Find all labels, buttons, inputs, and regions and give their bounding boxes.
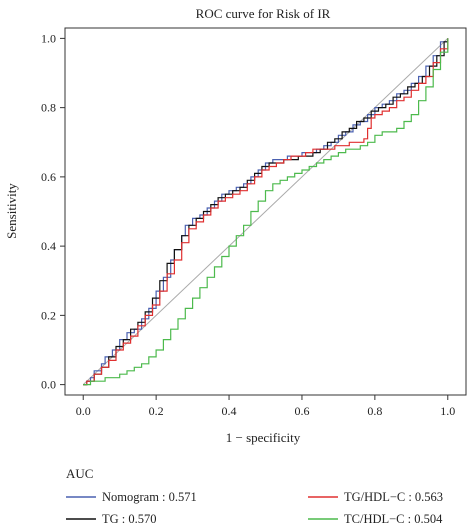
- x-axis: 0.0 0.2 0.4 0.6 0.8 1.0: [76, 395, 455, 418]
- y-tick-label-1: 0.2: [41, 308, 56, 322]
- x-tick-label-4: 0.8: [367, 404, 382, 418]
- legend-label-0: Nomogram : 0.571: [102, 490, 197, 504]
- x-axis-title: 1 − specificity: [226, 430, 301, 445]
- reference-diagonal: [82, 38, 449, 385]
- plot-area: [64, 27, 467, 396]
- y-tick-label-3: 0.6: [41, 170, 56, 184]
- legend-label-3: TC/HDL−C : 0.504: [344, 512, 443, 526]
- series-line-3: [83, 38, 449, 386]
- y-tick-label-5: 1.0: [41, 31, 56, 45]
- legend-label-2: TG : 0.570: [102, 512, 157, 526]
- chart-title: ROC curve for Risk of IR: [196, 6, 331, 21]
- x-tick-label-5: 1.0: [440, 404, 455, 418]
- x-tick-label-3: 0.6: [294, 404, 309, 418]
- x-tick-label-2: 0.4: [222, 404, 237, 418]
- y-tick-label-4: 0.8: [41, 101, 56, 115]
- series-line-2: [83, 38, 449, 386]
- y-tick-label-0: 0.0: [41, 378, 56, 392]
- x-tick-label-1: 0.2: [149, 404, 164, 418]
- x-tick-label-0: 0.0: [76, 404, 91, 418]
- y-tick-label-2: 0.4: [41, 239, 56, 253]
- series-lines: [83, 38, 449, 386]
- legend-label-1: TG/HDL−C : 0.563: [344, 490, 443, 504]
- legend: Nomogram : 0.571 TG/HDL−C : 0.563 TG : 0.5…: [66, 490, 443, 526]
- legend-heading: AUC: [66, 466, 93, 481]
- y-axis-title: Sensitivity: [4, 183, 19, 239]
- reference-diagonal-line: [82, 38, 449, 385]
- y-axis: 0.0 0.2 0.4 0.6 0.8 1.0: [41, 31, 65, 392]
